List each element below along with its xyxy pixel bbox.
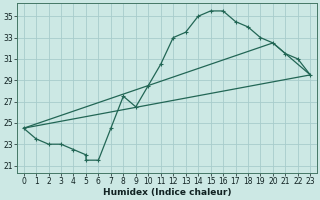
X-axis label: Humidex (Indice chaleur): Humidex (Indice chaleur) bbox=[103, 188, 231, 197]
